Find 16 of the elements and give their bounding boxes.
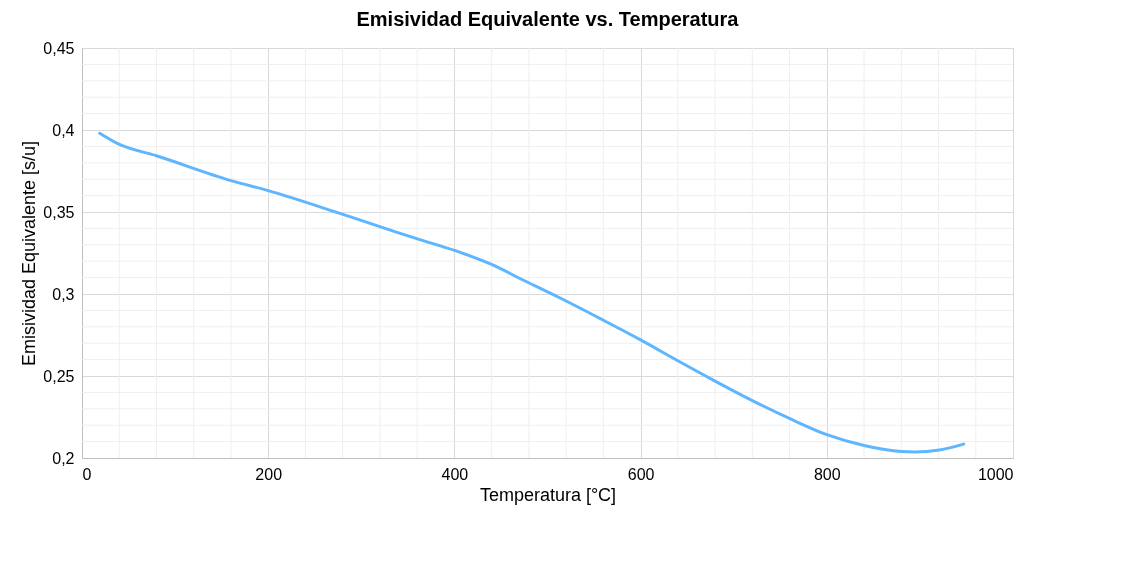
y-axis-title: Emisividad Equivalente [s/u] bbox=[19, 140, 40, 367]
x-tick-label: 800 bbox=[813, 465, 841, 483]
x-tick-label: 1000 bbox=[977, 465, 1014, 483]
x-tick-label: 600 bbox=[627, 465, 655, 483]
y-tick-label: 0,3 bbox=[52, 285, 75, 303]
x-axis-title: Temperatura [°C] bbox=[479, 484, 617, 505]
line-series bbox=[98, 131, 966, 454]
y-tick-label: 0,25 bbox=[43, 367, 75, 385]
x-tick-label: 200 bbox=[255, 465, 283, 483]
y-tick-label: 0,35 bbox=[43, 203, 75, 221]
y-tick-label: 0,2 bbox=[52, 449, 75, 467]
y-tick-label: 0,4 bbox=[52, 121, 75, 139]
x-tick-label: 0 bbox=[82, 465, 92, 483]
x-tick-label: 400 bbox=[441, 465, 469, 483]
chart-title: Emisividad Equivalente vs. Temperatura bbox=[356, 8, 740, 30]
y-tick-label: 0,45 bbox=[43, 39, 75, 57]
